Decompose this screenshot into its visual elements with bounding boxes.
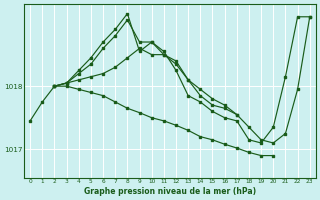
X-axis label: Graphe pression niveau de la mer (hPa): Graphe pression niveau de la mer (hPa) (84, 187, 256, 196)
